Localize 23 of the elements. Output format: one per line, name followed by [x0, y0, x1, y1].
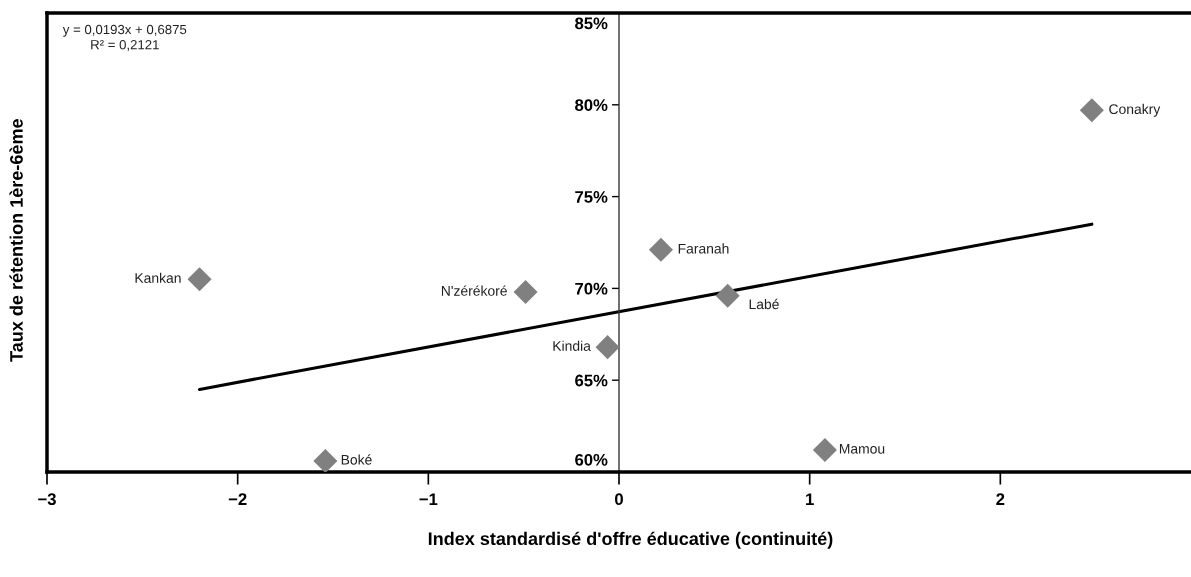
y-tick-label: 65% [575, 374, 608, 387]
y-axis-title: Taux de rétention 1ère-6ème [9, 119, 23, 362]
y-tick-label: 75% [575, 191, 608, 203]
x-tick-label: −3 [38, 493, 56, 506]
y-tick-label: 80% [575, 99, 608, 111]
x-tick-label: −2 [228, 493, 247, 505]
y-tick-label: 70% [575, 282, 608, 295]
x-tick-label: −1 [419, 493, 438, 505]
x-tick-label: 0 [615, 493, 623, 506]
x-tick-label: 1 [806, 493, 814, 505]
annotation: y = 0,0193x + 0,6875 R² = 0,2121 [62, 24, 187, 51]
x-axis-title: Index standardisé d'offre éducative (continuité) [428, 531, 833, 549]
y-tick-label: 60% [575, 453, 608, 466]
annotation: Faranah [678, 243, 729, 254]
annotation: Labé [749, 298, 779, 310]
annotation: Kankan [135, 272, 181, 283]
annotation: Conakry [1109, 103, 1161, 117]
y-tick-label: 85% [575, 17, 608, 30]
annotation: Mamou [839, 444, 885, 454]
annotation: N'zérékoré [441, 285, 507, 296]
annotation: Boké [341, 454, 372, 465]
x-tick-label: 2 [996, 493, 1005, 505]
annotation: Kindia [553, 340, 591, 351]
